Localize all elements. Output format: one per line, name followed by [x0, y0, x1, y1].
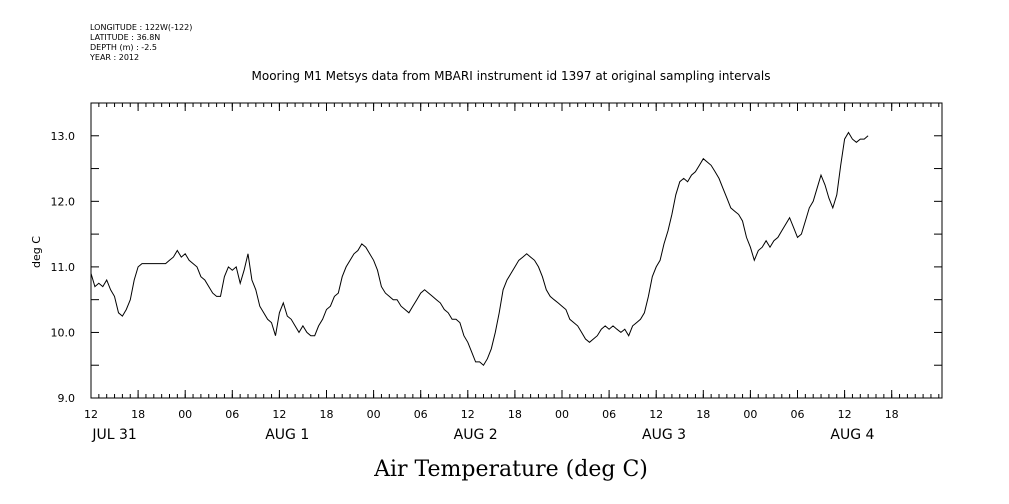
y-axis-tick-labels: 9.0 10.0 11.0 12.0 13.0	[51, 130, 76, 405]
x-axis-tick-labels: 12 18 00 06 12 18 00 06 12 18 00 06 12 18 00 06 12 18	[84, 408, 899, 421]
day-label: JUL 31	[91, 427, 136, 443]
x-tick-label: 18	[131, 408, 145, 421]
x-tick-label: 18	[508, 408, 522, 421]
day-label: AUG 2	[454, 427, 498, 443]
chart-title: Mooring M1 Metsys data from MBARI instru…	[252, 69, 771, 83]
x-tick-label: 06	[602, 408, 616, 421]
x-tick-label: 12	[84, 408, 98, 421]
x-tick-label: 06	[414, 408, 428, 421]
y-axis-label: deg C	[30, 236, 43, 268]
meta-latitude: LATITUDE : 36.8N	[90, 33, 160, 42]
x-tick-label: 12	[272, 408, 286, 421]
day-label: AUG 4	[830, 427, 874, 443]
y-tick-label: 10.0	[51, 326, 76, 339]
x-axis-ticks	[90, 103, 893, 398]
x-tick-label: 18	[885, 408, 899, 421]
x-axis-title: Air Temperature (deg C)	[373, 457, 648, 482]
y-tick-label: 9.0	[58, 392, 76, 405]
x-tick-label: 12	[649, 408, 663, 421]
x-tick-label: 00	[555, 408, 569, 421]
meta-year: YEAR : 2012	[89, 53, 139, 62]
day-label: AUG 3	[642, 427, 686, 443]
y-tick-label: 11.0	[51, 261, 76, 274]
x-tick-label: 00	[178, 408, 192, 421]
x-tick-label: 06	[791, 408, 805, 421]
y-tick-label: 13.0	[51, 130, 76, 143]
x-tick-label: 00	[367, 408, 381, 421]
series-line	[90, 131, 869, 366]
minor-ticks	[90, 103, 940, 398]
x-tick-label: 06	[225, 408, 239, 421]
y-tick-label: 12.0	[51, 195, 76, 208]
x-tick-label: 18	[696, 408, 710, 421]
x-tick-label: 18	[320, 408, 334, 421]
x-axis-day-labels: JUL 31 AUG 1 AUG 2 AUG 3 AUG 4	[91, 427, 874, 443]
meta-depth: DEPTH (m) : -2.5	[90, 43, 157, 52]
x-tick-label: 12	[838, 408, 852, 421]
meta-longitude: LONGITUDE : 122W(-122)	[90, 23, 192, 32]
x-tick-label: 12	[461, 408, 475, 421]
plot-frame	[90, 102, 943, 399]
x-tick-label: 00	[743, 408, 757, 421]
y-axis-ticks	[91, 102, 942, 399]
day-label: AUG 1	[265, 427, 309, 443]
